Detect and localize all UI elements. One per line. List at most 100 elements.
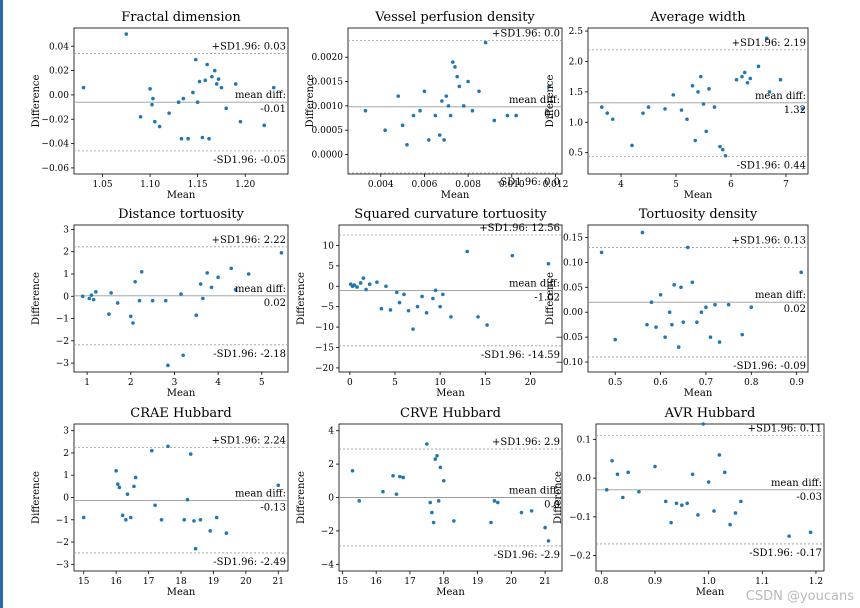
data-point — [663, 335, 667, 339]
y-tick-label: 3 — [63, 427, 69, 437]
data-point — [671, 93, 676, 97]
x-tick-label: 20 — [240, 577, 252, 587]
data-point — [489, 520, 493, 525]
data-point — [640, 230, 645, 235]
data-point — [195, 100, 200, 105]
data-point — [446, 104, 451, 108]
mean-diff-label: mean diff: — [755, 91, 806, 102]
y-axis-label: Difference — [553, 471, 564, 524]
x-tick-label: 0.8 — [594, 577, 609, 587]
data-point — [690, 472, 695, 477]
x-axis-label: Mean — [436, 388, 465, 399]
y-tick-label: −0.2 — [569, 552, 591, 562]
x-tick-label: 5 — [392, 378, 398, 388]
x-tick-label: 0.008 — [455, 180, 481, 190]
data-point — [411, 113, 416, 118]
data-point — [438, 304, 442, 309]
data-point — [685, 245, 690, 250]
data-point — [706, 480, 711, 484]
data-point — [713, 302, 717, 307]
data-point — [179, 292, 183, 296]
y-tick-label: 0 — [63, 292, 69, 302]
data-point — [800, 107, 805, 111]
data-point — [81, 85, 86, 90]
x-tick-label: 1.10 — [140, 180, 160, 190]
data-point — [388, 308, 393, 312]
y-axis-label: Difference — [31, 471, 42, 524]
data-point — [630, 143, 634, 148]
lower-sd-label: -SD1.96: -2.49 — [213, 557, 286, 568]
data-point — [712, 105, 717, 109]
mean-diff-label: mean diff: — [235, 488, 286, 499]
data-point — [375, 280, 379, 284]
data-point — [529, 509, 534, 513]
data-point — [133, 279, 137, 284]
plot-frame — [595, 423, 825, 572]
data-point — [690, 83, 695, 88]
data-point — [637, 489, 641, 494]
data-point — [179, 136, 184, 141]
mean-diff-value: 0.02 — [264, 298, 286, 309]
x-tick-label: 0.5 — [608, 378, 623, 388]
data-point — [492, 118, 497, 123]
data-point — [767, 90, 772, 94]
data-point — [271, 85, 276, 90]
data-point — [708, 335, 713, 339]
data-point — [203, 78, 208, 83]
data-point — [610, 117, 615, 122]
data-point — [733, 511, 738, 515]
data-point — [680, 503, 684, 508]
x-tick-label: 1.05 — [93, 180, 113, 190]
x-tick-label: 0.006 — [412, 180, 438, 190]
data-point — [707, 87, 711, 91]
x-tick-label: 0.012 — [543, 180, 569, 190]
data-point — [229, 266, 234, 271]
x-tick-label: 0.004 — [368, 180, 394, 190]
data-point — [133, 475, 138, 480]
x-tick-label: 4 — [618, 180, 624, 190]
data-point — [514, 113, 518, 118]
data-point — [695, 320, 699, 324]
mean-diff-label: mean diff: — [755, 290, 806, 301]
x-tick-label: 0.9 — [648, 577, 663, 587]
data-point — [701, 102, 706, 106]
y-tick-label: 0.0000 — [312, 151, 344, 161]
chart-panel-9: AVR Hubbard 0.8 0.9 1.0 1.1 1.2 −0.2 −0.1 0.0 0.1… — [553, 406, 825, 598]
data-point — [379, 306, 384, 311]
lower-sd-label: -SD1.96: -2.9 — [494, 550, 560, 561]
data-point — [208, 529, 212, 533]
y-tick-label: 0.05 — [563, 283, 583, 293]
x-tick-label: 1.1 — [755, 577, 769, 587]
data-point — [723, 153, 728, 158]
data-point — [749, 305, 754, 310]
y-tick-label: −0.06 — [41, 164, 69, 174]
data-point — [361, 276, 366, 280]
x-axis-label: Mean — [167, 190, 196, 201]
y-tick-label: −0.02 — [41, 115, 69, 125]
data-point — [690, 280, 695, 285]
data-point — [543, 525, 547, 530]
data-point — [181, 353, 185, 358]
data-point — [712, 509, 716, 513]
y-tick-label: 0 — [63, 494, 69, 504]
data-point — [756, 64, 761, 69]
mean-diff-value: -0.03 — [796, 492, 822, 503]
data-point — [425, 442, 429, 446]
data-point — [681, 320, 686, 324]
data-point — [246, 272, 251, 276]
y-tick-label: −5 — [321, 303, 335, 313]
watermark: CSDN @youcans — [745, 589, 854, 604]
data-point — [457, 84, 462, 89]
data-point — [194, 313, 199, 318]
data-point — [358, 281, 363, 285]
lower-sd-label: -SD1.96: -0.17 — [749, 548, 822, 559]
mean-diff-label: mean diff: — [235, 284, 286, 295]
data-point — [210, 74, 214, 79]
data-point — [442, 138, 446, 142]
x-tick-label: 1.15 — [188, 180, 208, 190]
x-axis-label: Mean — [167, 587, 196, 598]
data-point — [214, 82, 219, 86]
data-point — [131, 321, 135, 325]
chart-title: AVR Hubbard — [664, 406, 756, 421]
